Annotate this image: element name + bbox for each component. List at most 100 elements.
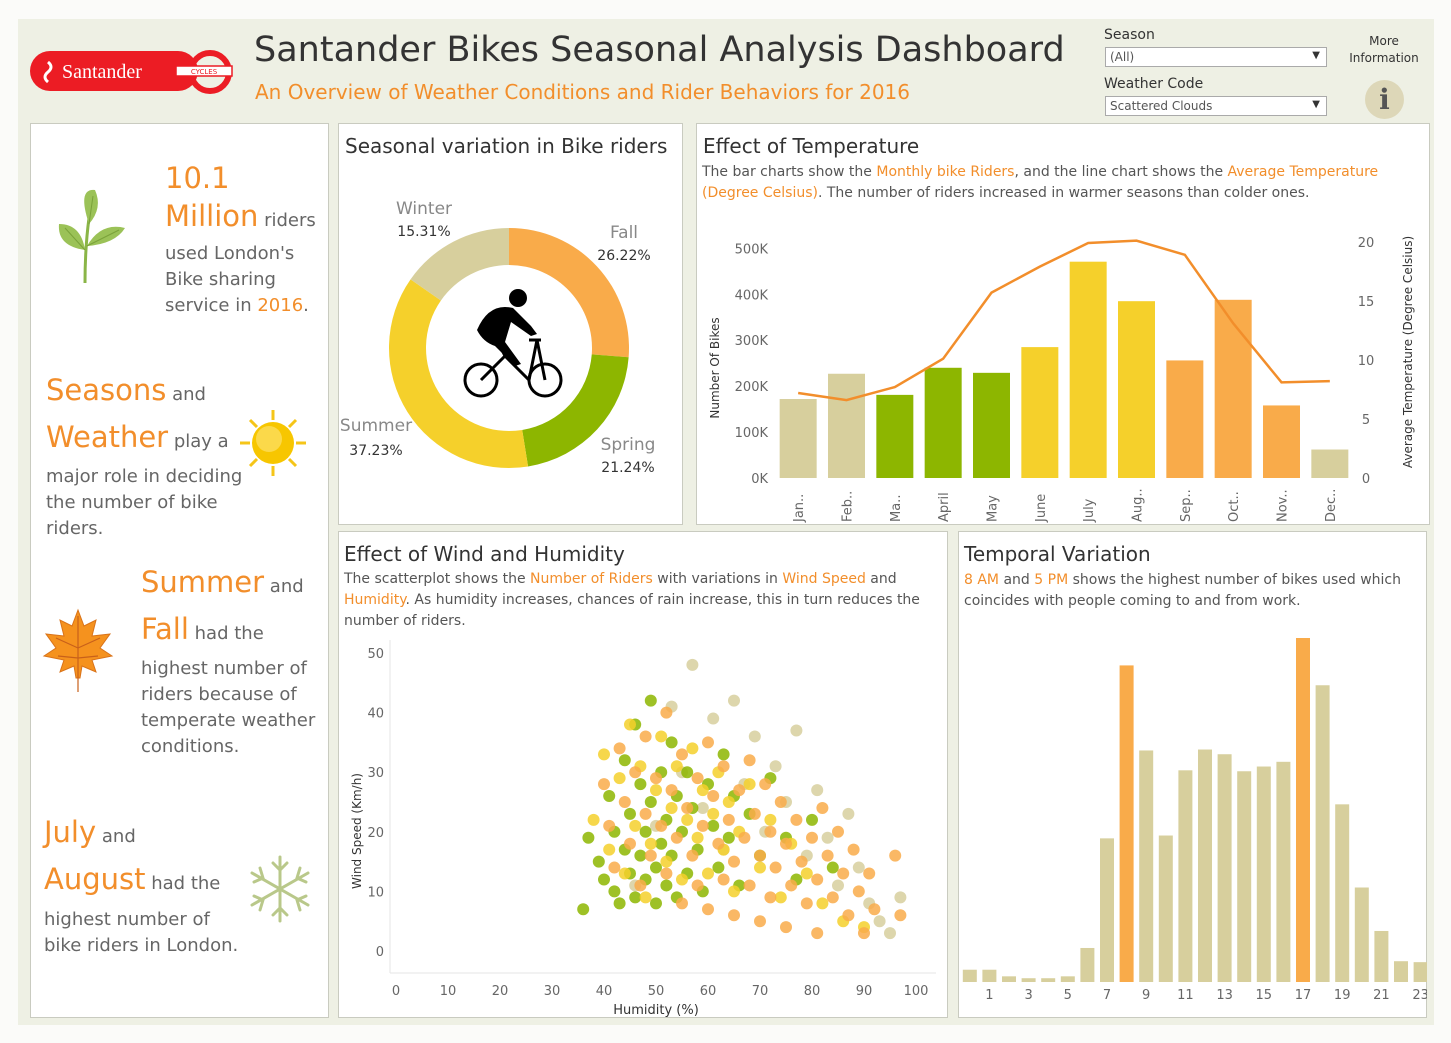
fact-seasons-t1: play a bbox=[173, 431, 229, 452]
scatter-point-summer bbox=[707, 807, 720, 820]
scatter-point-spring bbox=[577, 903, 590, 916]
scatter-point-fall bbox=[639, 730, 652, 743]
donut-title: Seasonal variation in Bike riders bbox=[345, 134, 668, 158]
temperature-description: The bar charts show the Monthly bike Rid… bbox=[702, 162, 1424, 204]
scatter-point-fall bbox=[717, 760, 730, 773]
bar-hour-4 bbox=[1041, 978, 1056, 982]
scatter-point-summer bbox=[816, 897, 829, 910]
info-icon[interactable]: i bbox=[1365, 80, 1404, 119]
x-tick-label: 1 bbox=[985, 988, 993, 1003]
fact-seasons-and: and bbox=[172, 384, 206, 405]
scatter-point-fall bbox=[702, 903, 714, 916]
y2-axis-label: Average Temperature (Degree Celsius) bbox=[1401, 236, 1415, 468]
x-tick-label: 0 bbox=[392, 984, 400, 999]
scatter-point-fall bbox=[754, 915, 766, 928]
scatter-point-winter bbox=[728, 694, 740, 707]
logo-text: Santander bbox=[62, 61, 142, 83]
y2-tick-label: 5 bbox=[1362, 413, 1370, 428]
scatter-point-winter bbox=[873, 915, 886, 928]
scatter-point-winter bbox=[748, 730, 761, 743]
more-info-label: More Information bbox=[1340, 33, 1428, 67]
scatter-point-winter bbox=[832, 879, 844, 892]
scatter-point-summer bbox=[650, 784, 662, 797]
y2-tick-label: 20 bbox=[1358, 236, 1375, 251]
x-tick-label: Sep.. bbox=[1179, 489, 1194, 522]
wind-title: Effect of Wind and Humidity bbox=[344, 542, 625, 566]
scatter-point-winter bbox=[811, 784, 824, 797]
scatter-point-spring bbox=[613, 897, 626, 910]
scatter-point-fall bbox=[707, 790, 720, 803]
scatter-point-spring bbox=[655, 837, 668, 850]
scatter-point-fall bbox=[624, 837, 636, 850]
temperature-chart: 0K 100K 200K 300K 400K 500K 0 5 10 15 20 Number Of … bbox=[708, 236, 1415, 523]
scatter-point-spring bbox=[639, 825, 652, 838]
scatter-point-spring bbox=[665, 736, 678, 749]
bar-hour-22 bbox=[1394, 961, 1408, 982]
page-title: Santander Bikes Seasonal Analysis Dashbo… bbox=[254, 30, 1065, 70]
fact-summer-t2: highest number of bbox=[141, 658, 307, 679]
scatter-point-spring bbox=[806, 813, 818, 826]
temperature-desc-3: . The number of riders increased in warm… bbox=[817, 185, 1310, 201]
fact-seasons-t3: the number of bike bbox=[46, 492, 218, 513]
more-info-line-1: More bbox=[1369, 34, 1399, 48]
donut-slice-summer bbox=[389, 279, 529, 468]
x-tick-label: Feb.. bbox=[841, 491, 856, 522]
temperature-panel bbox=[696, 123, 1430, 525]
scatter-point-fall bbox=[780, 921, 792, 934]
y-tick-label: 50 bbox=[367, 647, 384, 662]
scatter-point-fall bbox=[847, 843, 860, 856]
x-tick-label: 19 bbox=[1334, 988, 1351, 1003]
fact-summer-and: and bbox=[269, 576, 304, 597]
scatter-point-spring bbox=[644, 796, 657, 808]
scatter-point-summer bbox=[676, 873, 688, 886]
donut-chart: Fall 26.22% Spring 21.24% Summer 37.23% Winter… bbox=[340, 199, 656, 476]
scatter-point-fall bbox=[728, 909, 740, 922]
fact-july-word: July bbox=[44, 815, 97, 849]
x-tick-label: Dec.. bbox=[1324, 489, 1339, 522]
bar-hour-13 bbox=[1217, 754, 1232, 982]
temporal-desc-3: shows the highest number of bikes used w… bbox=[964, 572, 1402, 609]
x-tick-label: 3 bbox=[1024, 988, 1032, 1003]
scatter-point-winter bbox=[842, 807, 855, 820]
snowflake-icon bbox=[246, 855, 314, 928]
y-tick-label: 0 bbox=[376, 945, 384, 960]
weather-select[interactable]: Scattered Clouds ▼ bbox=[1105, 96, 1327, 116]
fact-july-and: and bbox=[101, 826, 136, 847]
scatter-point-fall bbox=[821, 849, 834, 862]
y-tick-label: 0K bbox=[751, 472, 768, 487]
x-tick-label: 60 bbox=[700, 984, 717, 999]
temperature-desc-highlight-2: Average Temperature (Degree Celsius) bbox=[702, 164, 1379, 201]
x-tick-label: 9 bbox=[1142, 988, 1150, 1003]
x-tick-label: Ma.. bbox=[889, 495, 904, 522]
fact-july-august: July and August had the highest number o… bbox=[44, 813, 238, 959]
season-select[interactable]: (All) ▼ bbox=[1105, 47, 1327, 67]
donut-label-winter: Winter bbox=[396, 199, 452, 219]
fact-seasons-word: Seasons bbox=[46, 373, 167, 407]
bar-hour-6 bbox=[1080, 947, 1095, 982]
scatter-point-winter bbox=[790, 724, 803, 737]
temperature-desc-1: The bar charts show the bbox=[702, 164, 877, 180]
fact-riders-t2: used London's bbox=[165, 243, 295, 264]
fact-riders-number: 10.1 bbox=[165, 161, 230, 195]
bar-hour-14 bbox=[1237, 771, 1252, 982]
x-tick-label: Nov.. bbox=[1276, 489, 1291, 522]
temperature-desc-2: , and the line chart shows the bbox=[1014, 164, 1228, 180]
scatter-point-summer bbox=[639, 891, 652, 904]
bar-Sep bbox=[1166, 360, 1204, 478]
scatter-point-summer bbox=[670, 760, 683, 773]
fact-riders-t3: Bike sharing bbox=[165, 269, 276, 290]
donut-value-winter: 15.31% bbox=[397, 224, 450, 240]
bar-hour-15 bbox=[1256, 766, 1271, 982]
donut-slice-winter bbox=[410, 228, 509, 301]
scatter-point-summer bbox=[660, 855, 673, 868]
scatter-point-summer bbox=[618, 867, 631, 880]
scatter-point-fall bbox=[759, 778, 772, 791]
x-tick-label: 30 bbox=[544, 984, 561, 999]
temporal-desc-highlight-1: 8 AM bbox=[964, 572, 1000, 588]
scatter-point-fall bbox=[743, 879, 756, 892]
leaf-icon bbox=[55, 188, 127, 293]
scatter-point-fall bbox=[639, 807, 652, 820]
y-tick-label: 40 bbox=[367, 707, 384, 722]
scatter-point-summer bbox=[587, 813, 600, 826]
scatter-point-fall bbox=[603, 819, 616, 832]
